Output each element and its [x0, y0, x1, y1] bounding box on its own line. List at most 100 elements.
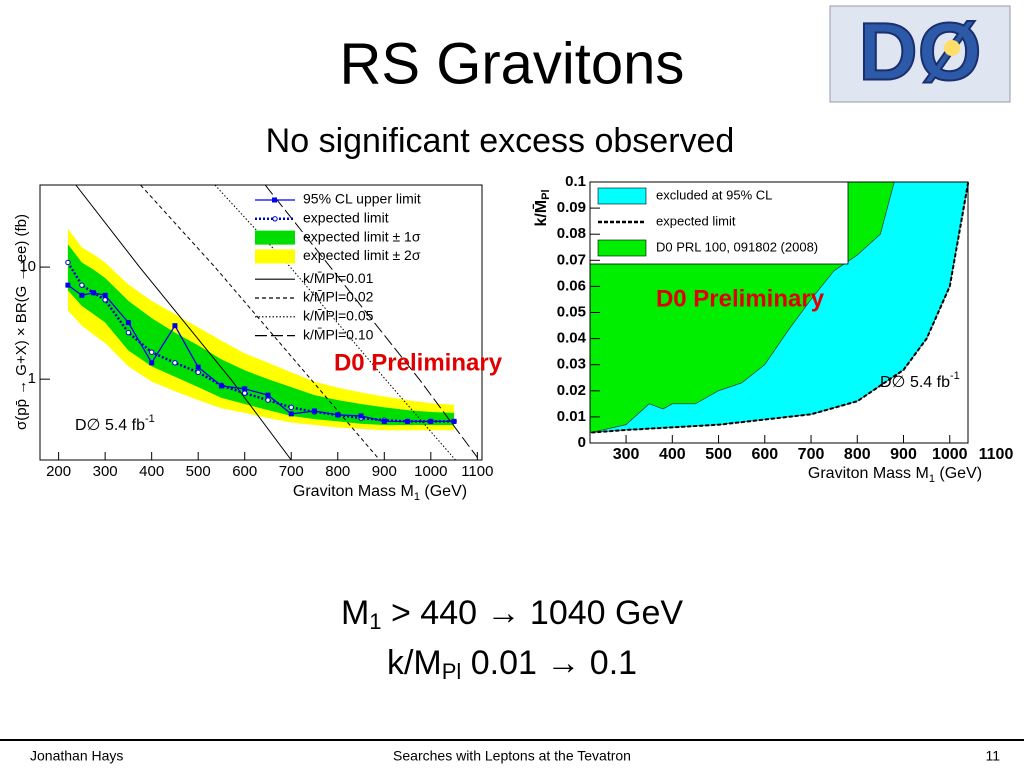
y-axis-label: k/M̄Pl — [531, 189, 552, 226]
legend-marker — [272, 197, 277, 203]
y-axis-label: σ(pp̄ → G+X) × BR(G → ee) (fb) — [13, 214, 30, 430]
point — [125, 320, 131, 326]
line — [75, 185, 292, 460]
y-tick-label: 0.02 — [557, 382, 586, 399]
x-tick-label: 900 — [890, 446, 917, 463]
legend-label: D0 PRL 100, 091802 (2008) — [656, 239, 818, 254]
point — [65, 282, 71, 288]
x-tick-label: 700 — [798, 446, 825, 463]
lumi-text: D∅ 5.4 fb — [880, 374, 950, 391]
y-tick-label: 0.04 — [557, 330, 587, 347]
point — [65, 259, 71, 266]
legend-swatch — [255, 249, 295, 264]
x-tick-label: 200 — [46, 463, 71, 480]
point — [79, 282, 85, 288]
legend-label: k/M̄Pl=0.02 — [303, 289, 374, 305]
y-tick-label: 0.1 — [565, 173, 586, 190]
point — [79, 292, 85, 298]
point — [381, 418, 387, 424]
x-tick-label: 300 — [613, 446, 640, 463]
x-tick-label: 400 — [139, 463, 164, 480]
label-part: Graviton Mass M — [808, 465, 929, 482]
lumi-sup: -1 — [145, 413, 155, 425]
x-tick-label: 1100 — [979, 446, 1014, 463]
label-part: Graviton Mass M — [293, 483, 414, 500]
point — [125, 329, 132, 336]
x-tick-label: 500 — [186, 463, 211, 480]
slide-title: RS Gravitons — [340, 31, 685, 96]
x-axis-label: Graviton Mass M1 (GeV) — [808, 465, 982, 485]
x-tick-label: 900 — [372, 463, 397, 480]
luminosity: D∅ 5.4 fb-1 — [880, 370, 960, 391]
point — [312, 408, 318, 414]
y-tick-label: 0.05 — [557, 303, 586, 320]
logo-star — [944, 40, 960, 56]
x-axis-label: Graviton Mass M1 (GeV) — [293, 483, 467, 503]
label-sub: 1 — [929, 473, 935, 485]
x-tick-label: 600 — [751, 446, 778, 463]
y-tick-label: 10 — [19, 258, 36, 275]
point — [428, 418, 434, 424]
label-part: k/M̄ — [531, 200, 550, 227]
footer-author: Jonathan Hays — [30, 748, 123, 764]
x-tick-label: 400 — [659, 446, 686, 463]
point — [265, 392, 271, 398]
x-tick-label: 800 — [844, 446, 871, 463]
result-part: 0.01 → 0.1 — [461, 644, 637, 682]
point — [288, 404, 294, 411]
point — [358, 413, 364, 419]
point — [172, 323, 178, 329]
luminosity: D∅ 5.4 fb-1 — [75, 413, 155, 434]
y-tick-label: 0.06 — [557, 277, 586, 294]
legend-label: excluded at 95% CL — [656, 187, 772, 202]
legend-label: k/M̄Pl=0.01 — [303, 270, 374, 286]
point — [102, 292, 108, 298]
x-tick-label: 1000 — [932, 446, 968, 463]
point — [451, 418, 457, 424]
logo-text: DØ — [859, 7, 982, 98]
result-part: M — [341, 594, 369, 632]
y-tick-label: 0.08 — [557, 225, 586, 242]
result-part: k/M — [387, 644, 442, 682]
point — [242, 386, 248, 392]
x-tick-label: 600 — [232, 463, 257, 480]
legend-swatch — [255, 230, 295, 245]
footer-page: 11 — [985, 748, 1000, 764]
lumi-sup: -1 — [950, 370, 960, 382]
result-line: k/MPl 0.01 → 0.1 — [387, 644, 637, 684]
band — [67, 244, 455, 425]
legend-label: k/M̄Pl=0.10 — [303, 326, 374, 342]
x-tick-label: 500 — [705, 446, 732, 463]
result-line: M1 > 440 → 1040 GeV — [341, 594, 683, 634]
lumi-text: D∅ 5.4 fb — [75, 417, 145, 434]
legend-swatch — [597, 239, 647, 257]
point — [195, 369, 201, 376]
point — [265, 397, 271, 403]
logo: DØ — [829, 5, 1011, 103]
label-part: (GeV) — [420, 483, 467, 500]
point — [148, 349, 155, 355]
point — [218, 383, 224, 389]
band — [67, 228, 455, 431]
y-tick-label: 0.09 — [557, 199, 586, 216]
point — [149, 360, 155, 366]
x-tick-label: 800 — [325, 463, 350, 480]
legend-label: expected limit — [656, 213, 736, 228]
legend-swatch — [597, 187, 647, 205]
point — [242, 390, 248, 396]
point — [91, 290, 97, 296]
legend-label: expected limit ± 2σ — [303, 247, 421, 263]
footer-title: Searches with Leptons at the Tevatron — [393, 748, 631, 764]
point — [102, 297, 108, 303]
line — [264, 185, 478, 458]
y-tick-label: 0.01 — [557, 408, 586, 425]
y-tick-label: 1 — [28, 370, 36, 387]
y-tick-label: 0.07 — [557, 251, 586, 268]
result-part: > 440 → 1040 GeV — [382, 594, 684, 632]
logo-bg — [829, 5, 1011, 103]
x-tick-label: 300 — [93, 463, 118, 480]
point — [195, 364, 201, 370]
legend-marker — [272, 216, 278, 222]
line — [140, 185, 381, 460]
point — [335, 412, 341, 418]
